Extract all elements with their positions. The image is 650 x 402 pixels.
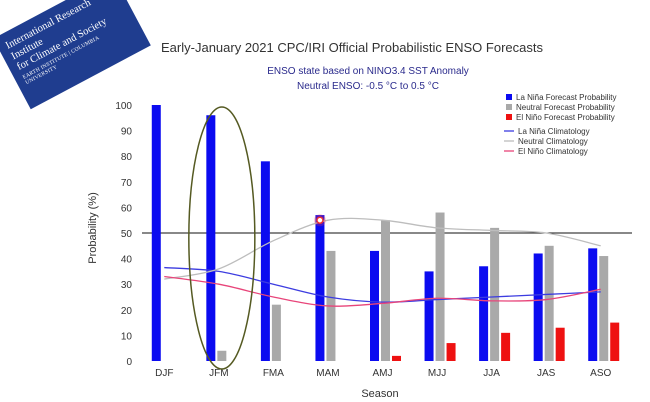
y-tick-label: 10: [121, 331, 133, 342]
el-nino-climatology-line: [164, 275, 601, 307]
bar-la-nina-jja: [479, 266, 489, 361]
chart-title: Early-January 2021 CPC/IRI Official Prob…: [161, 40, 543, 55]
x-tick-label: MAM: [316, 368, 339, 379]
climatology-lines: [164, 214, 601, 307]
highlight-marker: [316, 216, 324, 224]
bar-la-nina-jas: [533, 253, 543, 361]
la-nina-climatology-line: [164, 266, 601, 303]
bar-el-nino-jja: [501, 332, 511, 361]
x-tick-label: JAS: [537, 368, 556, 379]
legend-label: Neutral Forecast Probability: [516, 103, 615, 112]
y-tick-label: 70: [121, 178, 133, 189]
x-tick-label: AMJ: [373, 368, 393, 379]
x-tick-label: ASO: [590, 368, 611, 379]
x-tick-label: JJA: [483, 368, 500, 379]
legend-label: Neutral Climatology: [518, 137, 588, 146]
x-tick-label: FMA: [263, 368, 284, 379]
chart-subtitle-2: Neutral ENSO: -0.5 °C to 0.5 °C: [297, 81, 439, 92]
y-tick-label: 0: [126, 357, 132, 368]
neutral-climatology-line: [164, 217, 601, 280]
legend-label: El Niño Climatology: [518, 147, 588, 156]
legend-label: La Niña Climatology: [518, 127, 590, 136]
bar-neutral-amj: [381, 220, 390, 361]
chart-subtitle-1: ENSO state based on NINO3.4 SST Anomaly: [267, 66, 469, 77]
bar-neutral-jfm: [217, 350, 227, 361]
bar-neutral-mjj: [435, 212, 445, 361]
bar-la-nina-aso: [588, 248, 598, 361]
bar-la-nina-jfm: [206, 115, 216, 362]
x-axis-ticks: DJF JFM FMA MAM AMJ MJJ JJA JAS ASO: [155, 106, 611, 379]
bar-el-nino-amj: [392, 355, 401, 361]
bar-la-nina-mjj: [424, 271, 434, 361]
bar-el-nino-aso: [610, 322, 620, 361]
y-tick-label: 90: [121, 127, 133, 138]
y-tick-label: 40: [121, 255, 133, 266]
legend-swatch: [506, 104, 512, 110]
y-tick-label: 60: [121, 203, 133, 214]
y-tick-label: 20: [121, 306, 133, 317]
legend-label: El Niño Forecast Probability: [516, 113, 615, 122]
x-axis-label: Season: [361, 388, 398, 400]
x-tick-label: DJF: [155, 368, 173, 379]
bar-la-nina-fma: [260, 161, 270, 361]
y-tick-label: 30: [121, 280, 133, 291]
y-tick-label: 100: [115, 101, 132, 112]
legend-label: La Niña Forecast Probability: [516, 93, 617, 102]
x-tick-label: MJJ: [428, 368, 446, 379]
y-tick-label: 80: [121, 152, 133, 163]
x-tick-label: JFM: [209, 368, 228, 379]
bar-neutral-fma: [271, 304, 281, 361]
bars: [151, 105, 620, 362]
bar-la-nina-amj: [370, 250, 379, 361]
bar-la-nina-mam: [315, 215, 325, 361]
jfm-highlight-ellipse: [188, 106, 256, 370]
y-axis-label: Probability (%): [87, 192, 99, 264]
bar-el-nino-jas: [555, 327, 565, 361]
bar-neutral-aso: [599, 256, 609, 361]
bar-la-nina-djf: [151, 105, 161, 361]
bar-neutral-jja: [490, 227, 500, 361]
bar-neutral-jas: [544, 245, 554, 361]
legend-swatch: [506, 94, 512, 100]
bar-el-nino-mjj: [446, 343, 456, 361]
y-tick-label: 50: [121, 229, 133, 240]
legend-swatch: [506, 114, 512, 120]
